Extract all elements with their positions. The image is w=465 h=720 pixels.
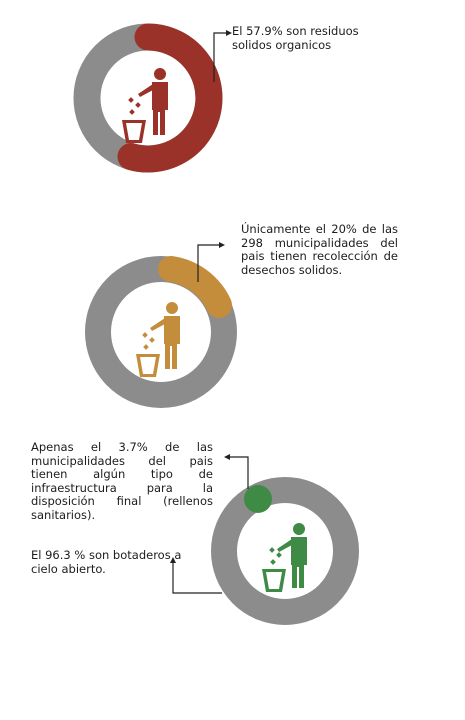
person-throwing-trash-icon xyxy=(122,68,168,143)
waste-collection-text: Únicamente el 20% de las 298 municipalid… xyxy=(241,222,398,277)
donut-segment-collection xyxy=(158,256,232,318)
connector-line-collection xyxy=(197,244,221,282)
arrowhead-icon xyxy=(170,557,176,563)
donut-segment-infrastructure xyxy=(244,485,272,513)
donut-ring-track xyxy=(211,477,359,625)
open-dumps-text: El 96.3 % son botaderos a cielo abierto. xyxy=(31,548,182,576)
final-disposal-text: Apenas el 3.7% de las municipalidades de… xyxy=(31,440,213,522)
organic-waste-text: El 57.9% son residuos solidos organicos xyxy=(232,24,359,52)
connector-line-organic xyxy=(213,32,228,82)
donut-segment-organic xyxy=(117,23,223,173)
person-throwing-trash-icon xyxy=(262,523,307,592)
arrowhead-icon xyxy=(226,30,232,36)
donut-chart-final-disposal xyxy=(211,477,359,625)
connector-line-open-dumps xyxy=(172,561,222,594)
donut-chart-waste-collection xyxy=(85,256,237,408)
donut-chart-organic-waste xyxy=(73,23,223,173)
arrowhead-icon xyxy=(224,454,230,460)
arrowhead-icon xyxy=(219,242,225,248)
connector-line-disposal xyxy=(228,456,249,489)
